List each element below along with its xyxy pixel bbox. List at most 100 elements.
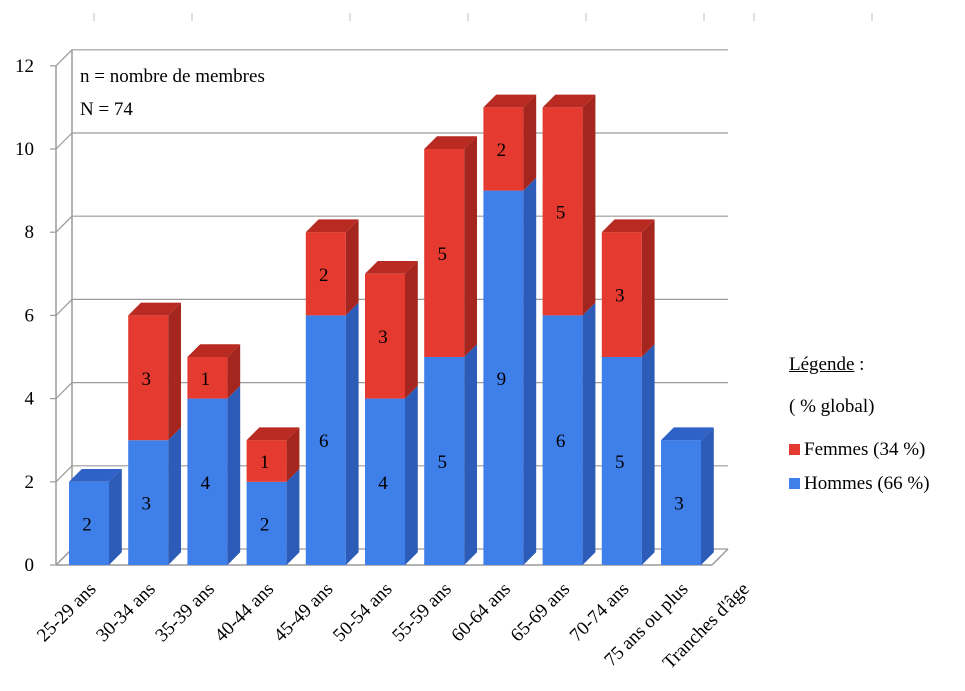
data-label-9-1: 3 bbox=[615, 286, 625, 307]
y-tick-label-12: 12 bbox=[15, 56, 34, 77]
data-label-1-0: 3 bbox=[141, 494, 151, 515]
data-label-0-0: 2 bbox=[82, 514, 92, 535]
bar-side-3-1 bbox=[286, 427, 300, 482]
data-label-2-1: 1 bbox=[201, 369, 211, 390]
bar-front-5-0 bbox=[365, 398, 405, 565]
data-label-1-1: 3 bbox=[141, 369, 151, 390]
bar-side-6-0 bbox=[464, 344, 477, 565]
bar-top-4-1 bbox=[305, 219, 359, 233]
bar-top-3-1 bbox=[246, 427, 300, 441]
bar-top-1-1 bbox=[128, 302, 181, 316]
bar-front-8-1 bbox=[542, 107, 583, 316]
gridline-diag-10 bbox=[55, 132, 73, 150]
bar-side-7-0 bbox=[523, 177, 537, 566]
legend-label-femmes: Femmes (34 %) bbox=[804, 439, 926, 460]
bar-front-4-0 bbox=[305, 315, 346, 565]
x-tick-label-1: 30-34 ans bbox=[92, 579, 159, 646]
data-label-3-0: 2 bbox=[260, 514, 270, 535]
bar-front-3-0 bbox=[246, 481, 287, 565]
bar-side-5-1 bbox=[405, 261, 418, 399]
bar-side-8-0 bbox=[582, 302, 596, 565]
legend-title: Légende : bbox=[789, 355, 864, 374]
bar-side-8-1 bbox=[582, 94, 596, 316]
bar-side-6-1 bbox=[464, 136, 477, 357]
legend-swatch-femmes bbox=[789, 444, 800, 455]
legend-title-word: Légende bbox=[789, 354, 855, 375]
annotation-n: n = nombre de membres bbox=[80, 66, 265, 87]
bar-front-0-0 bbox=[69, 481, 109, 565]
bar-front-7-1 bbox=[483, 107, 524, 191]
x-tick-label-2: 35-39 ans bbox=[151, 579, 218, 646]
legend-title-colon: : bbox=[854, 354, 865, 375]
y-tick-label-0: 0 bbox=[25, 555, 35, 576]
legend-item-hommes: Hommes (66 %) bbox=[789, 474, 930, 493]
bar-side-2-0 bbox=[227, 385, 241, 565]
bar-front-8-0 bbox=[542, 315, 583, 565]
legend-label-hommes: Hommes (66 %) bbox=[804, 473, 930, 494]
data-label-7-1: 2 bbox=[497, 140, 507, 161]
data-label-4-1: 2 bbox=[319, 265, 329, 286]
x-tick-label-3: 40-44 ans bbox=[211, 579, 278, 646]
legend-subtitle: ( % global) bbox=[789, 396, 875, 417]
bar-front-10-0 bbox=[661, 440, 701, 565]
bar-front-3-1 bbox=[246, 440, 287, 482]
bar-top-0-0 bbox=[69, 469, 122, 482]
floor-right-edge bbox=[711, 548, 729, 566]
gridline-diag-4 bbox=[55, 382, 73, 400]
x-tick-label-0: 25-29 ans bbox=[33, 579, 100, 646]
y-tick-label-6: 6 bbox=[25, 305, 35, 326]
data-label-4-0: 6 bbox=[319, 431, 329, 452]
bar-front-4-1 bbox=[305, 232, 346, 316]
bar-front-1-1 bbox=[128, 315, 169, 441]
data-label-8-0: 6 bbox=[556, 431, 566, 452]
bar-side-7-1 bbox=[523, 94, 537, 191]
bar-front-9-0 bbox=[601, 357, 642, 565]
bar-top-8-1 bbox=[542, 94, 596, 108]
y-tick-label-8: 8 bbox=[25, 222, 35, 243]
bar-side-1-1 bbox=[168, 302, 181, 441]
bars: 2 3 3 4 1 2 1 6 2 4 3 5 5 9 2 6 5 5 3 3 bbox=[69, 94, 714, 566]
data-label-6-1: 5 bbox=[437, 244, 447, 265]
y-tick-label-2: 2 bbox=[25, 472, 35, 493]
x-tick-label-5: 50-54 ans bbox=[329, 579, 396, 646]
bar-front-7-0 bbox=[483, 190, 524, 565]
bar-side-4-1 bbox=[345, 219, 359, 316]
x-tick-label-4: 45-49 ans bbox=[270, 579, 337, 646]
data-label-8-1: 5 bbox=[556, 202, 566, 223]
bar-side-1-0 bbox=[168, 427, 181, 565]
data-label-10-0: 3 bbox=[674, 494, 684, 515]
data-label-7-0: 9 bbox=[497, 369, 507, 390]
data-label-3-1: 1 bbox=[260, 452, 270, 473]
y-tick-label-4: 4 bbox=[25, 389, 35, 410]
x-tick-label-7: 60-64 ans bbox=[447, 579, 514, 646]
bar-side-10-0 bbox=[701, 427, 714, 565]
bar-side-9-0 bbox=[641, 344, 655, 565]
gridline-diag-12 bbox=[55, 49, 73, 67]
bar-front-2-1 bbox=[187, 357, 228, 399]
bar-side-9-1 bbox=[641, 219, 655, 357]
bar-top-5-1 bbox=[365, 261, 418, 274]
bar-top-10-0 bbox=[661, 427, 714, 441]
bar-front-6-0 bbox=[424, 357, 465, 565]
data-label-9-0: 5 bbox=[615, 452, 625, 473]
legend-item-femmes: Femmes (34 %) bbox=[789, 440, 925, 459]
bar-top-7-1 bbox=[483, 94, 537, 108]
x-tick-label-8: 65-69 ans bbox=[507, 579, 574, 646]
y-axis-ticks: 0 2 4 6 8 10 12 bbox=[15, 56, 35, 576]
bar-top-2-1 bbox=[187, 344, 241, 357]
x-tick-label-6: 55-59 ans bbox=[388, 579, 455, 646]
bar-side-0-0 bbox=[109, 469, 122, 565]
bar-side-3-0 bbox=[286, 469, 300, 565]
annotation-N: N = 74 bbox=[80, 99, 133, 120]
y-tick-label-10: 10 bbox=[15, 139, 34, 160]
bar-side-4-0 bbox=[345, 302, 359, 565]
data-label-5-0: 4 bbox=[378, 473, 388, 494]
bar-front-2-0 bbox=[187, 398, 228, 565]
gridline-diag-8 bbox=[55, 215, 73, 233]
top-tick-marks bbox=[93, 13, 873, 21]
bar-top-6-1 bbox=[424, 136, 477, 149]
data-label-5-1: 3 bbox=[378, 327, 388, 348]
bar-top-9-1 bbox=[601, 219, 655, 233]
